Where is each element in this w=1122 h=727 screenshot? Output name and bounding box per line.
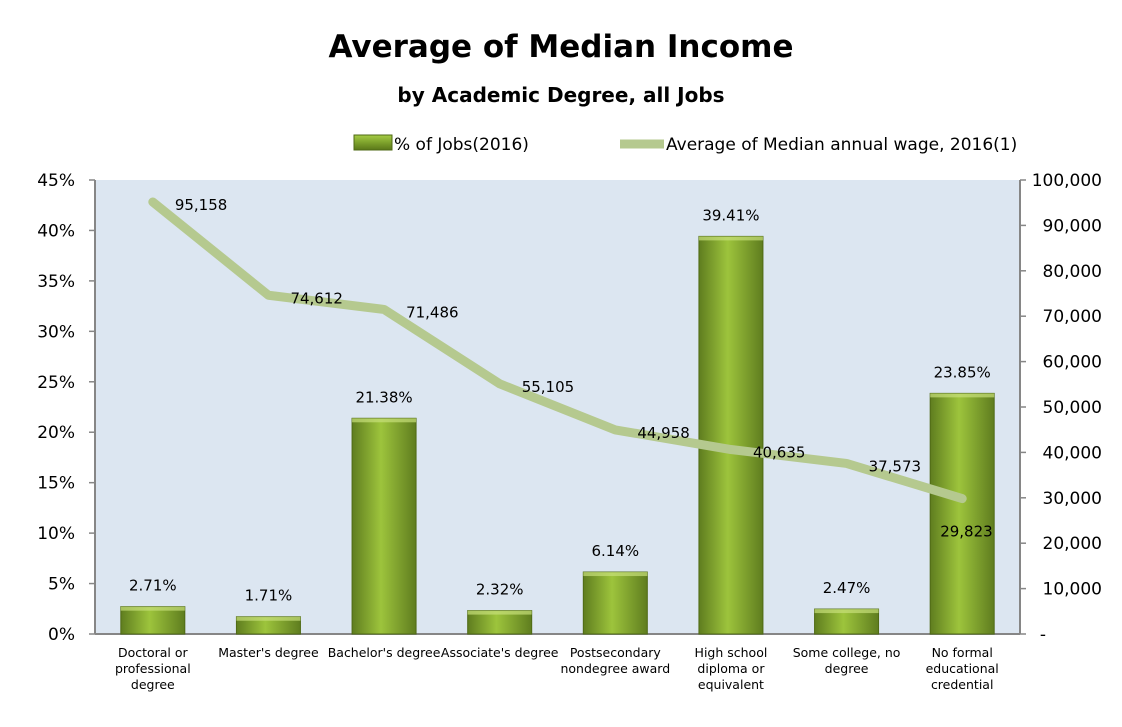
line-point bbox=[152, 201, 154, 203]
right-tick-label: - bbox=[1040, 625, 1046, 645]
bar bbox=[929, 392, 995, 635]
line-data-label: 71,486 bbox=[406, 303, 459, 321]
left-tick-label: 25% bbox=[37, 373, 75, 393]
category-label: professional bbox=[115, 661, 191, 676]
right-tick-label: 60,000 bbox=[1043, 353, 1102, 373]
bar-data-label: 2.71% bbox=[129, 577, 177, 595]
wage-line bbox=[148, 197, 967, 504]
bar-highlight bbox=[467, 610, 532, 615]
line-point bbox=[846, 462, 848, 464]
bar-data-label: 1.71% bbox=[245, 587, 293, 605]
line-point bbox=[267, 294, 269, 296]
category-label: degree bbox=[825, 661, 869, 676]
category-label: High school bbox=[695, 645, 768, 660]
chart-title: Average of Median Income bbox=[329, 29, 794, 65]
left-tick-label: 20% bbox=[37, 423, 75, 443]
category-label: credential bbox=[931, 677, 993, 692]
line-data-labels: 95,158 74,612 71,486 55,105 44,958 40,635 37,5… bbox=[175, 196, 993, 541]
bar-data-label: 2.47% bbox=[823, 579, 871, 597]
right-tick-label: 80,000 bbox=[1043, 262, 1102, 282]
bar-data-label: 23.85% bbox=[934, 363, 991, 381]
left-tick-label: 15% bbox=[37, 474, 75, 494]
right-tick-label: 100,000 bbox=[1032, 171, 1102, 191]
legend: % of Jobs(2016) Average of Median annual… bbox=[353, 134, 1017, 155]
line-point bbox=[499, 383, 501, 385]
line-data-label: 55,105 bbox=[522, 378, 575, 396]
line-data-label: 74,612 bbox=[290, 289, 343, 307]
left-tick-label: 0% bbox=[48, 625, 75, 645]
category-label: No formal bbox=[932, 645, 993, 660]
category-label: Some college, no bbox=[793, 645, 901, 660]
bar bbox=[814, 608, 880, 635]
bar-data-labels: 2.71% 1.71% 21.38% 2.32% 6.14% 39.41% 2.47% 23.… bbox=[129, 206, 991, 604]
right-axis: - 10,000 20,000 30,000 40,000 50,000 60,000 70,… bbox=[1019, 171, 1102, 645]
legend-bar-label: % of Jobs(2016) bbox=[394, 135, 529, 155]
line-point bbox=[961, 498, 963, 500]
line-data-label: 37,573 bbox=[869, 457, 922, 475]
bar-series bbox=[120, 235, 995, 635]
bar-data-label: 6.14% bbox=[591, 542, 639, 560]
right-tick-label: 70,000 bbox=[1043, 307, 1102, 327]
bar bbox=[582, 571, 648, 635]
category-label: nondegree award bbox=[560, 661, 670, 676]
category-label: degree bbox=[131, 677, 175, 692]
bar-highlight bbox=[236, 616, 301, 621]
left-tick-label: 40% bbox=[37, 221, 75, 241]
bar-highlight bbox=[698, 236, 763, 241]
bar-data-label: 21.38% bbox=[355, 388, 412, 406]
category-label: Bachelor's degree bbox=[328, 645, 441, 660]
bar-data-label: 39.41% bbox=[702, 206, 759, 224]
legend-line-label: Average of Median annual wage, 2016(1) bbox=[666, 135, 1017, 155]
category-label: Master's degree bbox=[218, 645, 319, 660]
right-tick-label: 20,000 bbox=[1043, 534, 1102, 554]
chart-subtitle: by Academic Degree, all Jobs bbox=[397, 83, 724, 107]
right-tick-label: 30,000 bbox=[1043, 489, 1102, 509]
line-point bbox=[614, 429, 616, 431]
right-tick-label: 40,000 bbox=[1043, 443, 1102, 463]
line-data-label: 95,158 bbox=[175, 196, 228, 214]
bar-highlight bbox=[583, 572, 648, 577]
bar bbox=[120, 606, 186, 635]
category-label: Postsecondary bbox=[570, 645, 662, 660]
left-tick-label: 45% bbox=[37, 171, 75, 191]
bar bbox=[351, 417, 417, 635]
category-label: diploma or bbox=[697, 661, 765, 676]
left-tick-label: 35% bbox=[37, 272, 75, 292]
bar-highlight bbox=[814, 609, 879, 614]
left-tick-label: 10% bbox=[37, 524, 75, 544]
line-data-label: 29,823 bbox=[940, 523, 993, 541]
category-label: educational bbox=[926, 661, 999, 676]
category-label: Doctoral or bbox=[118, 645, 189, 660]
bar-highlight bbox=[120, 606, 185, 611]
right-tick-label: 10,000 bbox=[1043, 580, 1102, 600]
bar bbox=[698, 235, 764, 635]
line-data-label: 44,958 bbox=[637, 424, 690, 442]
category-label: equivalent bbox=[698, 677, 764, 692]
line-point bbox=[730, 449, 732, 451]
left-tick-label: 30% bbox=[37, 322, 75, 342]
right-tick-label: 50,000 bbox=[1043, 398, 1102, 418]
line-series bbox=[148, 197, 967, 504]
bar-highlight bbox=[352, 418, 417, 423]
legend-bar-swatch bbox=[353, 134, 393, 151]
right-tick-label: 90,000 bbox=[1043, 216, 1102, 236]
category-label: Associate's degree bbox=[441, 645, 559, 660]
line-point bbox=[383, 308, 385, 310]
line-data-label: 40,635 bbox=[753, 444, 806, 462]
bar-highlight bbox=[930, 393, 995, 398]
bar-data-label: 2.32% bbox=[476, 581, 524, 599]
left-tick-label: 5% bbox=[48, 575, 75, 595]
